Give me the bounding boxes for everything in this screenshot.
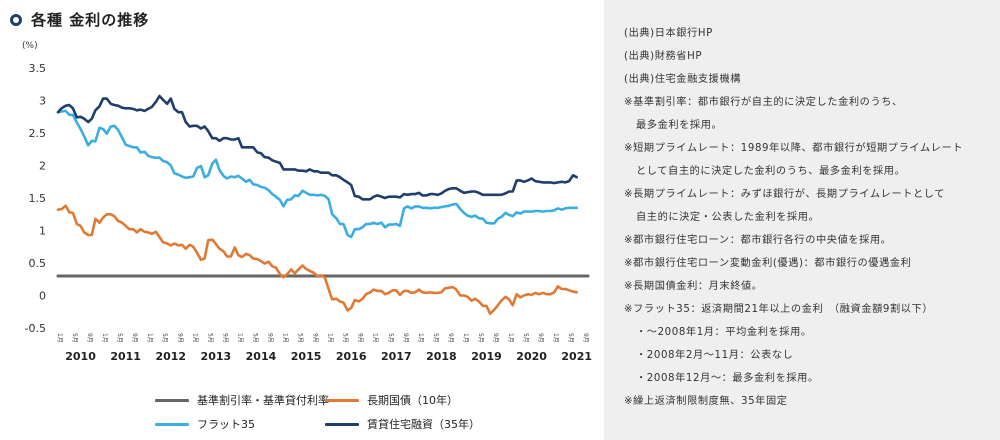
- legend-item-flat35: フラット35: [155, 416, 255, 432]
- y-tick-label: 2.5: [29, 127, 47, 140]
- month-tick-label: 1月: [417, 333, 424, 343]
- note-line: として自主的に決定した金利のうち、最多金利を採用。: [636, 166, 906, 177]
- month-tick-label: 9月: [176, 333, 183, 343]
- month-tick-label: 1月: [191, 333, 198, 343]
- note-line: 自主的に決定・公表した金利を採用。: [636, 212, 820, 223]
- note-line: 最多金利を採用。: [636, 120, 723, 131]
- note-line: ※長期プライムレート：みずほ銀行が、長期プライムレートとして: [624, 189, 946, 200]
- month-tick-label: 9月: [131, 333, 138, 343]
- month-tick-label: 1月: [236, 333, 243, 343]
- legend-label: フラット35: [197, 418, 255, 431]
- y-tick-label: 3: [39, 95, 46, 108]
- note-line: (出典)財務省HP: [624, 51, 703, 62]
- legend-swatch: [155, 398, 189, 402]
- note-line: ※短期プライムレート：1989年以降、都市銀行が短期プライムレート: [624, 143, 964, 154]
- notes-list: (出典)日本銀行HP (出典)財務省HP (出典)住宅金融支援機構 ※基準割引率：都市…: [624, 22, 992, 413]
- legend-swatch: [155, 422, 189, 426]
- month-tick-label: 5月: [342, 333, 349, 343]
- month-tick-label: 5月: [206, 333, 213, 343]
- legend-swatch: [325, 398, 359, 402]
- note-line: ※繰上返済制限制度無、35年固定: [624, 396, 788, 407]
- year-label: 2013: [201, 350, 232, 363]
- year-label: 2018: [426, 350, 457, 363]
- month-tick-label: 9月: [582, 333, 589, 343]
- month-tick-label: 9月: [221, 333, 228, 343]
- month-tick-label: 5月: [116, 333, 123, 343]
- month-tick-label: 9月: [537, 333, 544, 343]
- month-tick-label: 9月: [447, 333, 454, 343]
- y-tick-label: 0: [39, 290, 46, 303]
- series-line-rent-loan: [56, 94, 579, 201]
- month-tick-label: 5月: [71, 333, 78, 343]
- y-axis-unit: (%): [22, 41, 38, 51]
- note-line: ・～2008年1月：平均金利を採用。: [636, 327, 812, 338]
- month-tick-label: 9月: [86, 333, 93, 343]
- month-tick-label: 5月: [161, 333, 168, 343]
- month-tick-label: 5月: [432, 333, 439, 343]
- legend-item-rent-loan: 賃貸住宅融資（35年）: [325, 416, 480, 432]
- month-tick-label: 9月: [492, 333, 499, 343]
- year-label: 2010: [65, 350, 96, 363]
- year-label: 2011: [110, 350, 141, 363]
- month-tick-label: 5月: [387, 333, 394, 343]
- note-line: ・2008年2月～11月：公表なし: [636, 350, 794, 361]
- note-line: ※基準割引率：都市銀行が自主的に決定した金利のうち、: [624, 97, 903, 108]
- year-label: 2012: [155, 350, 186, 363]
- y-tick-label: 0.5: [29, 257, 47, 270]
- month-tick-label: 9月: [357, 333, 364, 343]
- month-tick-label: 5月: [251, 333, 258, 343]
- title-row: 各種 金利の推移: [10, 9, 149, 30]
- legend-label: 長期国債（10年）: [367, 394, 458, 407]
- year-label: 2014: [246, 350, 277, 363]
- legend-swatch: [325, 422, 359, 426]
- y-tick-label: 1.5: [29, 192, 47, 205]
- y-tick-label: 1: [39, 225, 46, 238]
- year-label: 2015: [291, 350, 322, 363]
- month-tick-label: 5月: [522, 333, 529, 343]
- note-line: (出典)日本銀行HP: [624, 28, 713, 39]
- month-tick-label: 1月: [507, 333, 514, 343]
- series-line-long-bond: [56, 204, 579, 316]
- month-tick-label: 1月: [462, 333, 469, 343]
- month-tick-label: 5月: [567, 333, 574, 343]
- year-label: 2020: [516, 350, 547, 363]
- circle-icon: [10, 13, 22, 26]
- note-line: (出典)住宅金融支援機構: [624, 74, 742, 85]
- chart-panel: (%) 3.5 3 2.5 2 1.5 1 0.5 0 -0.5 1月 5月 9月 2010 1月 5月 9月 2…: [10, 9, 593, 432]
- year-label: 2019: [471, 350, 502, 363]
- month-tick-label: 5月: [297, 333, 304, 343]
- y-tick-label: 2: [39, 160, 46, 173]
- y-tick-label: 3.5: [29, 62, 47, 75]
- month-tick-label: 1月: [101, 333, 108, 343]
- note-line: ※フラット35：返済期間21年以上の金利 （融資金額9割以下）: [624, 304, 934, 315]
- chart-title: 各種 金利の推移: [31, 11, 150, 29]
- month-tick-label: 9月: [266, 333, 273, 343]
- year-label: 2021: [561, 350, 592, 363]
- month-tick-label: 1月: [56, 333, 63, 343]
- note-line: ※都市銀行住宅ローン：都市銀行各行の中央値を採用。: [624, 235, 892, 246]
- legend-item-long-bond: 長期国債（10年）: [325, 392, 458, 408]
- month-tick-label: 9月: [312, 333, 319, 343]
- year-label: 2016: [336, 350, 367, 363]
- series-line-flat35: [56, 109, 579, 239]
- month-tick-label: 1月: [282, 333, 289, 343]
- y-tick-label: -0.5: [25, 322, 46, 335]
- notes-panel: (出典)日本銀行HP (出典)財務省HP (出典)住宅金融支援機構 ※基準割引率：都市…: [604, 0, 1000, 440]
- note-line: ※都市銀行住宅ローン変動金利(優遇)：都市銀行の優遇金利: [624, 258, 912, 269]
- legend-label: 賃貸住宅融資（35年）: [367, 418, 480, 431]
- note-line: ・2008年12月～：最多金利を採用。: [636, 373, 819, 384]
- month-tick-label: 1月: [327, 333, 334, 343]
- month-tick-label: 1月: [552, 333, 559, 343]
- year-label: 2017: [381, 350, 412, 363]
- month-tick-label: 1月: [372, 333, 379, 343]
- month-tick-label: 9月: [402, 333, 409, 343]
- legend-item-base-rate: 基準割引率・基準貸付利率: [155, 392, 329, 408]
- legend-label: 基準割引率・基準貸付利率: [197, 394, 329, 407]
- month-tick-label: 1月: [146, 333, 153, 343]
- month-tick-label: 5月: [477, 333, 484, 343]
- note-line: ※長期国債金利：月末終値。: [624, 281, 763, 292]
